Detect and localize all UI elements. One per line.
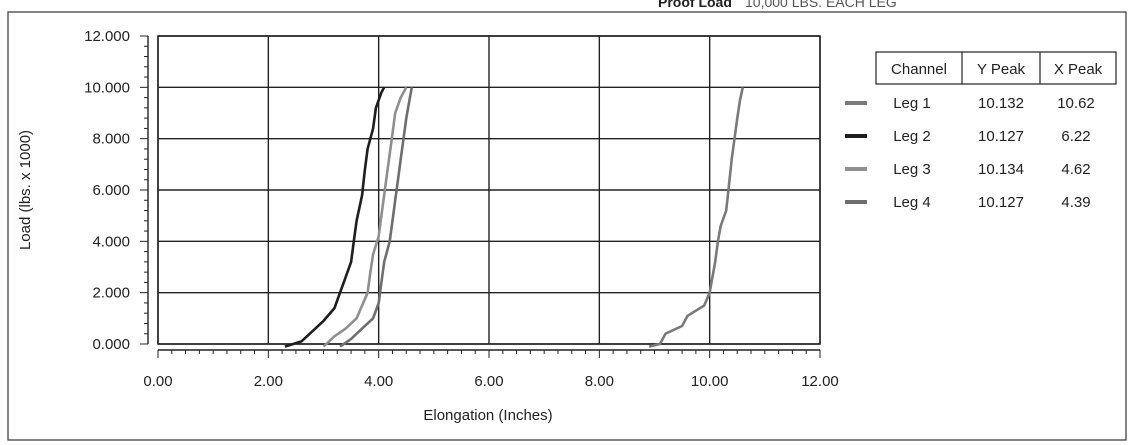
header-title-rest: 10,000 LBS. EACH LEG <box>745 0 897 10</box>
legend-x-peak-leg-3: 4.62 <box>1061 161 1090 178</box>
y-tick-labels: 0.000 2.000 4.000 6.000 8.000 10.000 12.000 <box>84 28 130 353</box>
x-tick-label-5: 10.00 <box>691 373 729 390</box>
legend-y-peak-leg-2: 10.127 <box>978 128 1024 145</box>
header-title-bold: Proof Load <box>658 0 732 10</box>
y-axis-label: Load (lbs. x 1000) <box>17 130 34 250</box>
legend-channel-leg-2: Leg 2 <box>893 128 931 145</box>
y-tick-label-5: 10.000 <box>84 79 130 96</box>
x-tick-label-6: 12.00 <box>801 373 839 390</box>
legend-header-box <box>875 51 1117 85</box>
y-tick-label-3: 6.000 <box>92 182 130 199</box>
minor-ticks <box>140 35 821 358</box>
x-tick-label-3: 6.00 <box>474 373 503 390</box>
y-tick-label-0: 0.000 <box>92 336 130 353</box>
y-tick-label-4: 8.000 <box>92 131 130 148</box>
data-series <box>284 86 745 348</box>
x-tick-label-4: 8.00 <box>585 373 614 390</box>
legend-y-peak-leg-4: 10.127 <box>978 194 1024 211</box>
legend-rows: Leg 1 10.132 10.62 Leg 2 10.127 6.22 Leg 3 10.1… <box>845 95 1095 211</box>
legend-channel-leg-1: Leg 1 <box>893 95 931 112</box>
legend-channel-leg-4: Leg 4 <box>893 194 931 211</box>
x-axis-label: Elongation (Inches) <box>423 407 552 424</box>
legend: Channel Y Peak X Peak Leg 1 10.132 10.62Le… <box>845 51 1117 211</box>
series-line-leg-1 <box>648 87 745 348</box>
y-tick-label-1: 2.000 <box>92 285 130 302</box>
legend-x-peak-leg-1: 10.62 <box>1057 95 1095 112</box>
y-tick-label-6: 12.000 <box>84 28 130 45</box>
legend-channel-leg-3: Leg 3 <box>893 161 931 178</box>
series-line-leg-3 <box>322 86 408 348</box>
legend-x-peak-leg-2: 6.22 <box>1061 128 1090 145</box>
legend-y-peak-leg-1: 10.132 <box>978 95 1024 112</box>
legend-header-channel: Channel <box>891 61 947 78</box>
legend-x-peak-leg-4: 4.39 <box>1061 194 1090 211</box>
x-tick-label-0: 0.00 <box>143 373 172 390</box>
grid-lines <box>157 35 821 345</box>
y-tick-label-2: 4.000 <box>92 233 130 250</box>
x-tick-label-2: 4.00 <box>364 373 393 390</box>
x-tick-labels: 0.00 2.00 4.00 6.00 8.00 10.00 12.00 <box>143 373 838 390</box>
x-tick-label-1: 2.00 <box>254 373 283 390</box>
legend-y-peak-leg-3: 10.134 <box>978 161 1024 178</box>
series-line-leg-4 <box>339 87 414 348</box>
legend-header-y-peak: Y Peak <box>977 61 1026 78</box>
legend-header-x-peak: X Peak <box>1054 61 1103 78</box>
series-line-leg-2 <box>284 86 386 348</box>
chart-frame <box>7 11 1127 441</box>
